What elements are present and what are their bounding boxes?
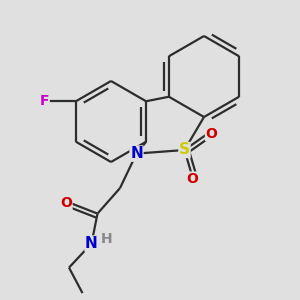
Text: S: S <box>179 142 190 158</box>
Text: H: H <box>101 232 112 246</box>
Text: N: N <box>85 236 98 251</box>
Text: F: F <box>40 94 49 108</box>
Text: O: O <box>186 172 198 186</box>
Text: N: N <box>130 146 143 161</box>
Text: O: O <box>206 127 218 140</box>
Text: O: O <box>60 196 72 210</box>
